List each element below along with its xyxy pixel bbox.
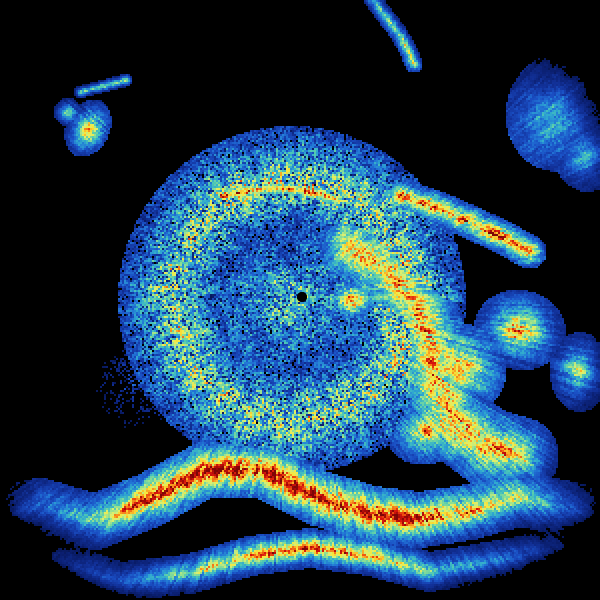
radar-reflectivity-canvas[interactable] (0, 0, 600, 600)
radar-display[interactable] (0, 0, 600, 600)
